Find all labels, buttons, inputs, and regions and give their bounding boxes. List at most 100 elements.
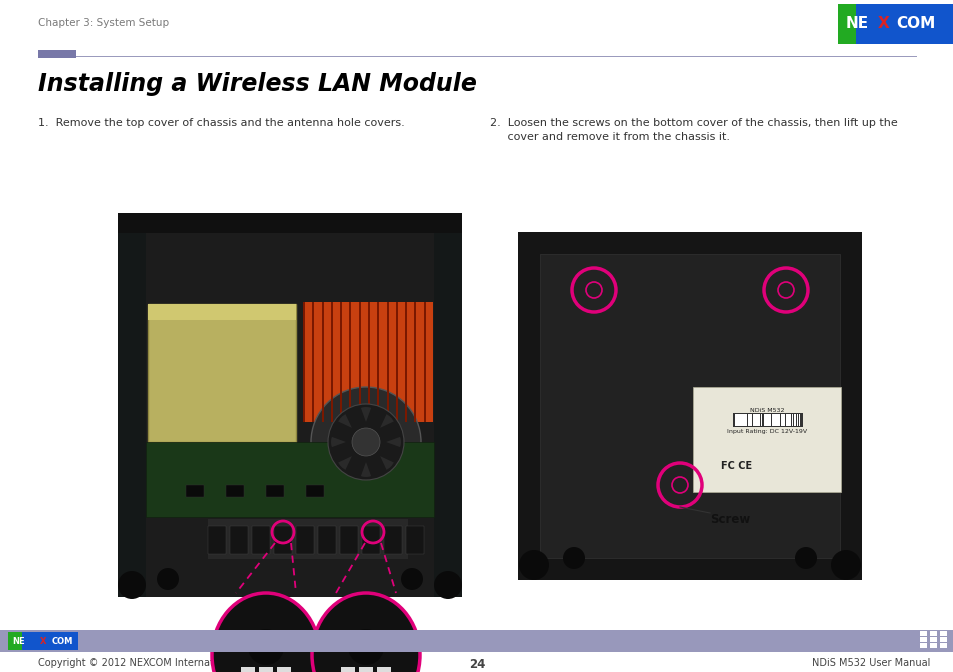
Ellipse shape — [830, 550, 861, 580]
Bar — [386, 302, 388, 422]
Bar — [754, 414, 757, 426]
Bar — [303, 302, 433, 422]
Bar — [208, 519, 408, 559]
Bar — [339, 526, 357, 554]
Text: Copyright © 2012 NEXCOM International Co., Ltd. All Rights Reserved.: Copyright © 2012 NEXCOM International Co… — [38, 658, 381, 668]
Text: NE: NE — [12, 636, 25, 646]
Bar — [358, 667, 373, 672]
Bar — [757, 414, 758, 426]
Bar — [779, 414, 781, 426]
Bar — [384, 526, 401, 554]
Bar — [776, 414, 777, 426]
Bar — [118, 213, 461, 233]
Bar — [939, 631, 946, 636]
Circle shape — [328, 404, 403, 480]
Text: COM: COM — [52, 636, 73, 646]
Wedge shape — [379, 456, 394, 470]
Bar — [919, 631, 926, 636]
Bar — [929, 631, 936, 636]
Bar — [517, 232, 862, 580]
Bar — [258, 667, 273, 672]
Text: Chapter 3: System Setup: Chapter 3: System Setup — [38, 18, 169, 28]
Bar — [837, 4, 953, 44]
Ellipse shape — [312, 593, 419, 672]
Wedge shape — [379, 414, 394, 428]
Ellipse shape — [212, 593, 319, 672]
Bar — [186, 485, 204, 497]
Bar — [208, 526, 226, 554]
Bar — [406, 526, 423, 554]
Bar — [772, 414, 774, 426]
Bar — [349, 302, 351, 422]
Circle shape — [248, 629, 284, 665]
Bar — [539, 254, 840, 558]
Bar — [760, 414, 761, 426]
Ellipse shape — [118, 571, 146, 599]
Bar — [750, 414, 753, 426]
Bar — [789, 414, 791, 426]
Bar — [787, 414, 788, 426]
Bar — [38, 50, 76, 58]
Bar — [734, 414, 737, 426]
Bar — [781, 414, 782, 426]
Ellipse shape — [157, 568, 179, 590]
Bar — [252, 526, 270, 554]
Bar — [331, 302, 333, 422]
Wedge shape — [338, 414, 352, 428]
Bar — [368, 302, 370, 422]
Bar — [798, 414, 799, 426]
Ellipse shape — [434, 571, 461, 599]
Bar — [395, 302, 397, 422]
Bar — [118, 213, 461, 597]
Bar — [423, 302, 425, 422]
Bar — [737, 414, 739, 426]
Bar — [939, 637, 946, 642]
Ellipse shape — [518, 550, 548, 580]
Bar — [791, 414, 795, 426]
Bar — [767, 414, 768, 426]
Bar — [769, 414, 771, 426]
Bar — [376, 667, 391, 672]
Bar — [929, 643, 936, 648]
Text: X: X — [40, 636, 46, 646]
Bar — [303, 302, 305, 422]
Bar — [8, 632, 22, 650]
Text: 2.  Loosen the screws on the bottom cover of the chassis, then lift up the: 2. Loosen the screws on the bottom cover… — [490, 118, 897, 128]
Bar — [929, 637, 936, 642]
Text: Input Rating: DC 12V-19V: Input Rating: DC 12V-19V — [726, 429, 806, 433]
Bar — [739, 414, 741, 426]
Bar — [295, 526, 314, 554]
Text: NDiS M532: NDiS M532 — [749, 408, 783, 413]
Bar — [0, 630, 953, 652]
Text: NDiS M532 User Manual: NDiS M532 User Manual — [811, 658, 929, 668]
Bar — [794, 414, 795, 426]
Bar — [732, 413, 802, 427]
Text: Installing a Wireless LAN Module: Installing a Wireless LAN Module — [38, 72, 476, 96]
Wedge shape — [331, 437, 346, 447]
Text: FC CE: FC CE — [720, 461, 751, 471]
Bar — [306, 485, 324, 497]
Text: COM: COM — [895, 17, 934, 32]
Bar — [361, 526, 379, 554]
Bar — [939, 643, 946, 648]
Bar — [752, 414, 753, 426]
Text: cover and remove it from the chassis it.: cover and remove it from the chassis it. — [490, 132, 729, 142]
Bar — [747, 414, 749, 426]
Bar — [434, 213, 461, 597]
Bar — [784, 414, 786, 426]
Text: Screw: Screw — [709, 513, 749, 526]
Circle shape — [311, 387, 420, 497]
Bar — [774, 414, 777, 426]
Ellipse shape — [400, 568, 422, 590]
Bar — [745, 414, 746, 426]
Bar — [148, 304, 295, 442]
Bar — [8, 632, 78, 650]
Circle shape — [348, 629, 384, 665]
Wedge shape — [338, 456, 352, 470]
Bar — [148, 304, 295, 320]
Bar — [765, 414, 766, 426]
Bar — [743, 414, 744, 426]
Bar — [276, 667, 291, 672]
Bar — [919, 637, 926, 642]
Ellipse shape — [562, 547, 584, 569]
